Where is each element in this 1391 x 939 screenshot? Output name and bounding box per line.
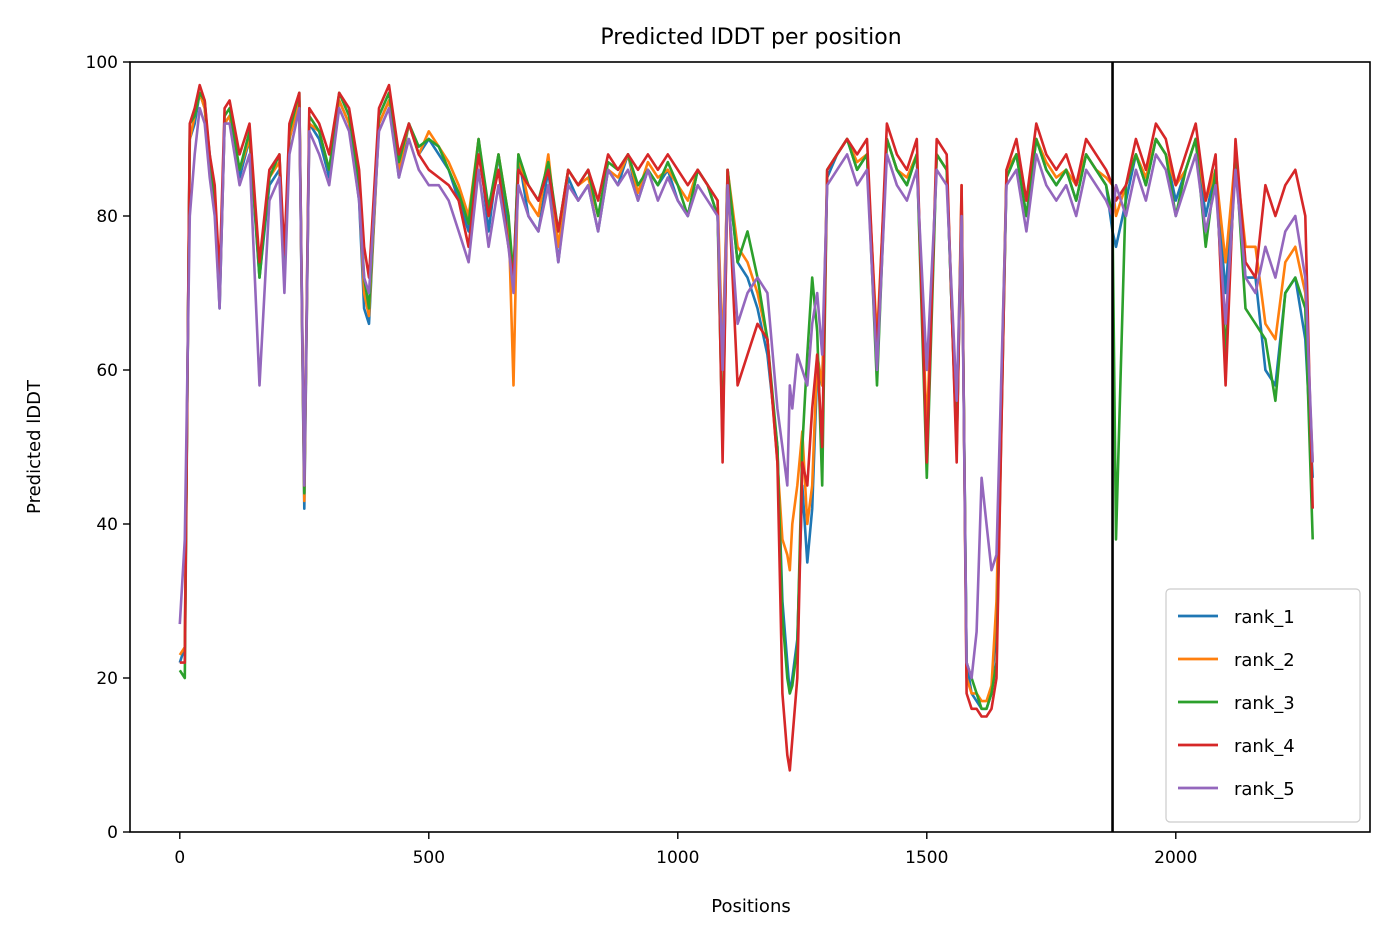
series-line-rank_1 — [178, 91, 1314, 711]
y-tick-label: 100 — [86, 53, 118, 73]
legend-label-rank_4: rank_4 — [1234, 736, 1295, 757]
y-tick-label: 80 — [96, 207, 118, 227]
y-tick-label: 20 — [96, 669, 118, 689]
x-axis-label: Positions — [711, 896, 790, 917]
legend-box — [1165, 588, 1361, 823]
legend: rank_1 rank_2 rank_3 rank_4 rank_5 — [1165, 588, 1361, 823]
series-lines — [178, 83, 1314, 772]
series-line-rank_2 — [178, 91, 1314, 703]
plot-area — [129, 61, 1371, 833]
y-axis: 0 20 40 60 80 100 — [86, 53, 130, 843]
x-tick-label: 500 — [413, 848, 445, 868]
y-axis-label: Predicted lDDT — [24, 379, 45, 514]
legend-label-rank_2: rank_2 — [1234, 650, 1295, 671]
series-line-rank_4 — [179, 83, 1314, 772]
y-tick-label: 0 — [107, 823, 118, 843]
legend-label-rank_1: rank_1 — [1234, 607, 1295, 628]
x-tick-label: 0 — [174, 848, 185, 868]
series-line-rank_3 — [178, 91, 1314, 711]
x-tick-label: 1000 — [656, 848, 699, 868]
plot-frame — [129, 61, 1371, 833]
legend-label-rank_5: rank_5 — [1234, 779, 1295, 800]
y-tick-label: 40 — [96, 515, 118, 535]
chart-title: Predicted lDDT per position — [600, 25, 901, 50]
x-axis: 0 500 1000 1500 2000 — [174, 832, 1197, 868]
series-line-rank_5 — [178, 106, 1314, 680]
x-tick-label: 1500 — [905, 848, 948, 868]
x-tick-label: 2000 — [1154, 848, 1197, 868]
y-tick-label: 60 — [96, 361, 118, 381]
legend-label-rank_3: rank_3 — [1234, 693, 1295, 714]
